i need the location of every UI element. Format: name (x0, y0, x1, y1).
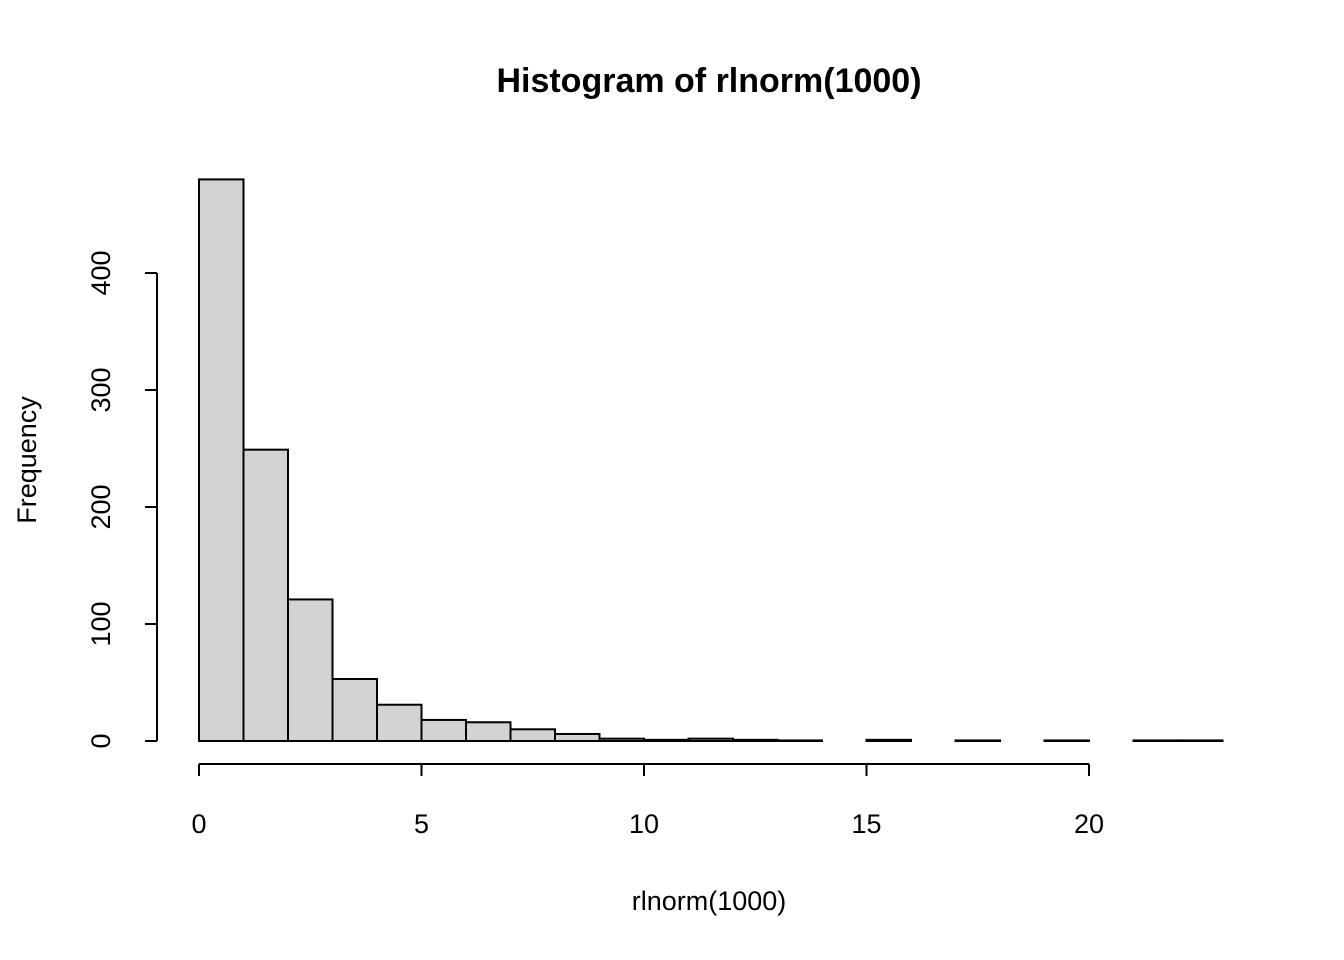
histogram-bar-10 (643, 738, 690, 743)
histogram-bar-8 (554, 732, 601, 742)
histogram-bar-1 (242, 448, 289, 742)
histogram-bar-22 (1177, 739, 1224, 742)
x-axis: 0 5 10 15 20 (191, 763, 1104, 839)
x-tick-label: 15 (851, 809, 881, 839)
y-tick-label: 100 (86, 601, 116, 646)
histogram-bar-4 (376, 703, 423, 742)
histogram-bar-7 (509, 728, 556, 742)
x-axis-label: rlnorm(1000) (632, 886, 787, 916)
x-tick-label: 20 (1074, 809, 1104, 839)
histogram-bars (198, 178, 1224, 743)
x-tick-label: 10 (629, 809, 659, 839)
y-tick-label: 200 (86, 484, 116, 529)
y-axis: 0 100 200 300 400 (86, 250, 158, 749)
histogram-bar-0 (198, 178, 245, 742)
y-tick-label: 0 (86, 733, 116, 748)
histogram-bar-15 (865, 738, 912, 743)
histogram-bar-5 (420, 718, 467, 743)
chart-title: Histogram of rlnorm(1000) (496, 62, 921, 100)
x-tick-label: 5 (414, 809, 429, 839)
histogram-bar-2 (287, 598, 334, 742)
histogram-bar-17 (954, 739, 1001, 742)
histogram-bar-3 (331, 677, 378, 742)
histogram-bar-19 (1043, 739, 1090, 742)
y-tick-label: 300 (86, 367, 116, 412)
x-tick-label: 0 (191, 809, 206, 839)
histogram-bar-13 (776, 739, 823, 742)
histogram-bar-6 (465, 721, 512, 743)
histogram-bar-21 (1132, 739, 1179, 742)
y-tick-label: 400 (86, 250, 116, 295)
histogram-bar-11 (687, 737, 734, 742)
histogram-bar-9 (598, 737, 645, 742)
y-axis-label: Frequency (12, 396, 42, 524)
histogram-bar-12 (732, 738, 779, 743)
